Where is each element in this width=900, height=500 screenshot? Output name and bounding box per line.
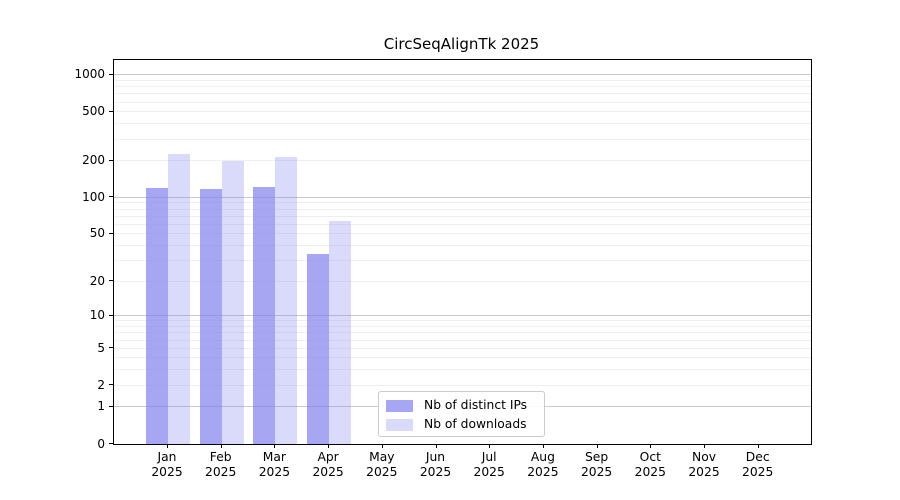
gridline-minor-800 xyxy=(114,86,811,88)
gridline-minor-6 xyxy=(114,339,811,341)
y-tick-mark-50 xyxy=(109,232,113,234)
gridline-minor-3 xyxy=(114,369,811,371)
gridline-minor-20 xyxy=(114,280,811,282)
y-tick-mark-20 xyxy=(109,280,113,282)
gridline-minor-900 xyxy=(114,79,811,81)
gridline-minor-60 xyxy=(114,223,811,225)
plot-area xyxy=(113,59,812,445)
x-tick-label-jun-2025: Jun 2025 xyxy=(419,450,452,479)
gridline-minor-7 xyxy=(114,332,811,334)
legend-swatch-distinct-ips xyxy=(386,399,413,412)
x-tick-mark-jun-2025 xyxy=(435,444,437,448)
gridline-minor-2 xyxy=(114,384,811,386)
gridline-minor-600 xyxy=(114,101,811,103)
bar-nb-of-downloads-mar-2025 xyxy=(275,157,298,444)
gridline-major-10 xyxy=(114,315,811,317)
bar-nb-of-distinct-ips-apr-2025 xyxy=(307,254,330,444)
gridline-minor-40 xyxy=(114,245,811,247)
y-tick-label-10: 10 xyxy=(89,308,105,323)
y-tick-label-200: 200 xyxy=(82,153,105,168)
bar-nb-of-distinct-ips-feb-2025 xyxy=(199,189,222,444)
y-tick-mark-200 xyxy=(109,159,113,161)
y-tick-mark-1000 xyxy=(109,73,113,75)
x-tick-label-nov-2025: Nov 2025 xyxy=(688,450,720,479)
y-tick-mark-0 xyxy=(109,443,113,444)
x-tick-mark-feb-2025 xyxy=(220,444,222,448)
gridline-minor-9 xyxy=(114,320,811,322)
gridline-major-100 xyxy=(114,196,811,198)
x-tick-mark-apr-2025 xyxy=(328,444,330,448)
bar-nb-of-downloads-jan-2025 xyxy=(168,154,190,444)
y-tick-label-500: 500 xyxy=(82,104,105,119)
x-tick-label-may-2025: May 2025 xyxy=(366,450,398,479)
y-tick-label-2: 2 xyxy=(97,377,105,392)
gridline-minor-200 xyxy=(114,160,811,162)
legend-label-downloads: Nb of downloads xyxy=(424,417,527,431)
x-tick-mark-oct-2025 xyxy=(650,444,652,448)
gridline-minor-90 xyxy=(114,202,811,204)
chart-title: CircSeqAlignTk 2025 xyxy=(383,35,540,53)
x-tick-mark-dec-2025 xyxy=(757,444,759,448)
x-tick-mark-may-2025 xyxy=(381,444,383,448)
gridline-minor-500 xyxy=(114,111,811,113)
y-tick-label-5: 5 xyxy=(97,340,105,355)
y-tick-label-0: 0 xyxy=(97,436,105,451)
x-tick-mark-nov-2025 xyxy=(704,444,705,448)
x-tick-mark-aug-2025 xyxy=(542,444,544,448)
y-tick-label-50: 50 xyxy=(89,226,105,241)
x-tick-label-feb-2025: Feb 2025 xyxy=(205,450,237,479)
bar-nb-of-distinct-ips-mar-2025 xyxy=(253,186,276,444)
bar-nb-of-distinct-ips-jan-2025 xyxy=(146,188,168,444)
x-tick-label-oct-2025: Oct 2025 xyxy=(634,450,666,479)
bar-nb-of-downloads-feb-2025 xyxy=(221,160,244,444)
x-tick-label-jul-2025: Jul 2025 xyxy=(473,450,505,479)
gridline-minor-50 xyxy=(114,233,811,235)
legend-swatch-downloads xyxy=(386,418,413,431)
y-tick-mark-2 xyxy=(109,384,113,386)
x-tick-label-jan-2025: Jan 2025 xyxy=(151,450,183,479)
legend: Nb of distinct IPs Nb of downloads xyxy=(378,391,545,437)
x-tick-mark-jul-2025 xyxy=(489,444,491,448)
gridline-minor-80 xyxy=(114,208,811,210)
gridline-minor-400 xyxy=(114,123,811,125)
x-tick-label-sep-2025: Sep 2025 xyxy=(580,450,613,479)
legend-entry-distinct-ips: Nb of distinct IPs xyxy=(386,399,538,412)
y-tick-mark-500 xyxy=(109,110,113,112)
x-tick-mark-sep-2025 xyxy=(596,444,598,448)
gridline-minor-30 xyxy=(114,260,811,261)
y-tick-label-1: 1 xyxy=(97,399,105,414)
x-tick-label-aug-2025: Aug 2025 xyxy=(527,450,559,479)
y-tick-label-1000: 1000 xyxy=(74,67,105,82)
gridline-minor-5 xyxy=(114,347,811,349)
y-tick-mark-100 xyxy=(109,196,113,198)
legend-entry-downloads: Nb of downloads xyxy=(386,418,538,431)
y-tick-label-100: 100 xyxy=(82,189,105,204)
gridline-minor-4 xyxy=(114,357,811,359)
gridline-minor-8 xyxy=(114,326,811,328)
y-tick-label-20: 20 xyxy=(89,273,105,288)
bar-nb-of-downloads-apr-2025 xyxy=(329,220,352,444)
gridline-minor-70 xyxy=(114,215,811,217)
x-tick-label-apr-2025: Apr 2025 xyxy=(312,450,344,479)
gridline-minor-300 xyxy=(114,138,811,140)
x-tick-label-dec-2025: Dec 2025 xyxy=(742,450,774,479)
y-tick-mark-10 xyxy=(109,314,113,316)
y-tick-mark-1 xyxy=(109,405,113,407)
gridline-minor-700 xyxy=(114,93,811,95)
x-tick-mark-jan-2025 xyxy=(167,444,168,448)
legend-label-distinct-ips: Nb of distinct IPs xyxy=(424,398,528,412)
y-tick-mark-5 xyxy=(109,347,113,349)
gridline-major-1000 xyxy=(114,74,811,76)
x-tick-label-mar-2025: Mar 2025 xyxy=(258,450,291,479)
x-tick-mark-mar-2025 xyxy=(274,444,276,448)
